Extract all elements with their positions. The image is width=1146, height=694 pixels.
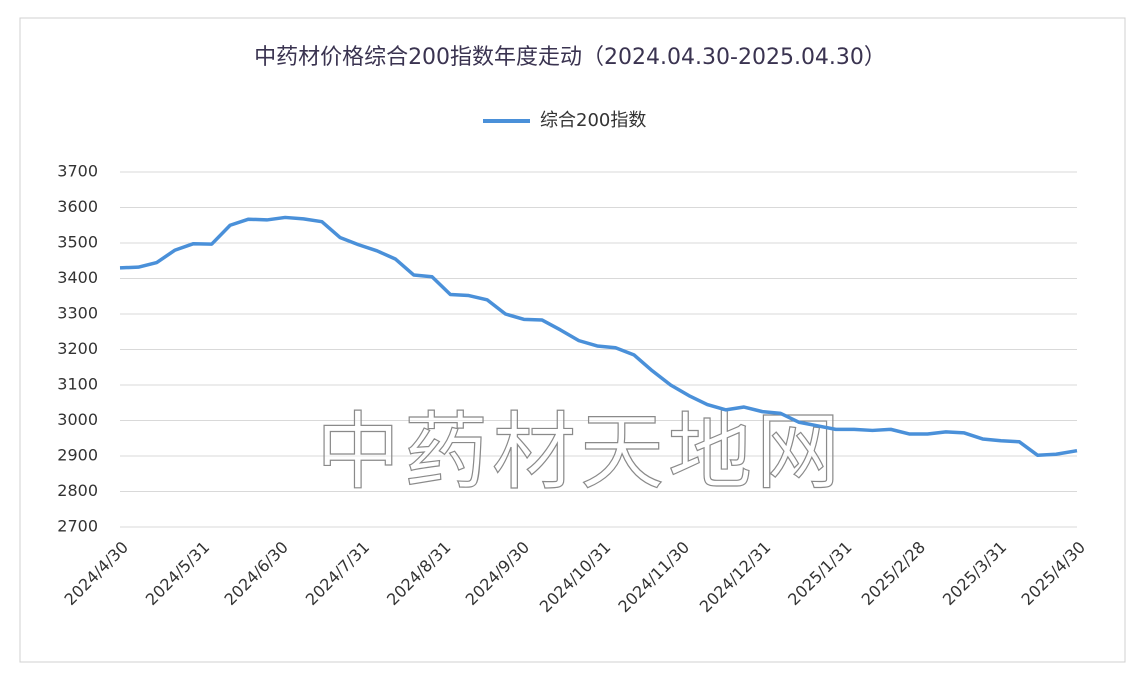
watermark: 中药材天地网: [316, 403, 844, 501]
y-tick-label: 2900: [57, 446, 98, 465]
legend-label: 综合200指数: [540, 110, 646, 131]
y-tick-label: 3600: [57, 197, 98, 216]
y-tick-label: 3200: [57, 339, 98, 358]
y-tick-label: 3000: [57, 410, 98, 429]
chart-frame: [19, 17, 1126, 663]
y-tick-label: 3700: [57, 162, 98, 181]
y-tick-label: 2800: [57, 481, 98, 500]
y-tick-label: 3300: [57, 304, 98, 323]
chart-title: 中药材价格综合200指数年度走动（2024.04.30-2025.04.30）: [254, 45, 886, 70]
y-tick-label: 2700: [57, 517, 98, 536]
line-series: [119, 215, 1078, 458]
y-tick-label: 3500: [57, 233, 98, 252]
y-tick-label: 3100: [57, 375, 98, 394]
y-tick-label: 3400: [57, 268, 98, 287]
